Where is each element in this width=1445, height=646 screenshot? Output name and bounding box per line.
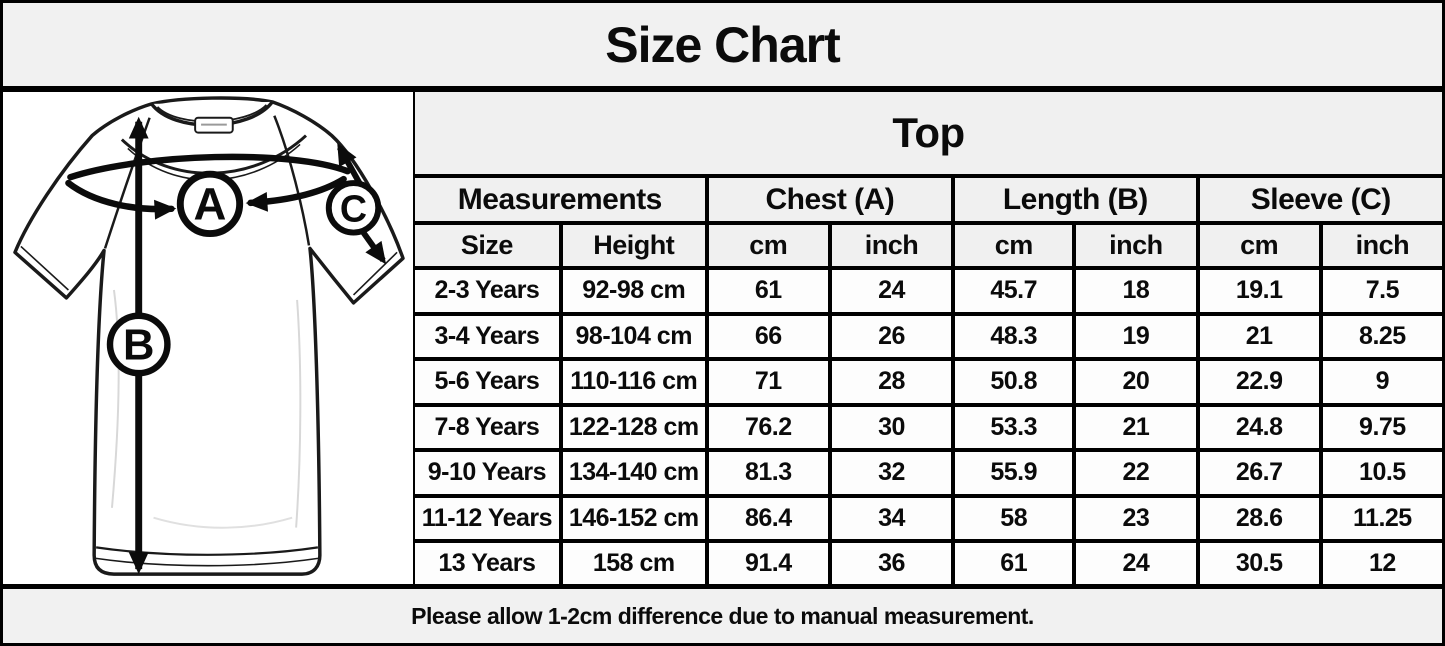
length-inch-cell: 23	[1072, 493, 1200, 544]
table-title-row: Top	[415, 92, 1442, 178]
length-inch-cell: 20	[1072, 357, 1200, 407]
height-cell: 122-128 cm	[558, 402, 709, 453]
length-inch-cell: 19	[1072, 311, 1200, 362]
chest-cm-cell: 76.2	[704, 402, 832, 453]
height-cell: 134-140 cm	[558, 448, 709, 498]
length-cm-cell: 53.3	[951, 402, 1077, 453]
sleeve-inch-cell: 8.25	[1318, 311, 1442, 362]
height-cell: 110-116 cm	[558, 357, 709, 407]
chest-inch-cell: 28	[827, 357, 956, 407]
length-inch-cell: 24	[1072, 539, 1200, 584]
size-cell: 13 Years	[415, 539, 563, 584]
sleeve-arrow-icon	[337, 143, 387, 265]
sleeve-cm-cell: 26.7	[1195, 448, 1323, 498]
chest-inch-cell: 24	[827, 266, 956, 316]
sub-header-row: Size Height cm inch cm inch cm inch	[415, 221, 1442, 270]
size-cell: 3-4 Years	[415, 311, 563, 362]
col-header-chest-cm: cm	[704, 221, 832, 270]
badge-c-circle	[325, 180, 382, 236]
table-row: 13 Years 158 cm 91.4 36 61 24 30.5 12	[415, 539, 1442, 584]
table-row: 3-4 Years 98-104 cm 66 26 48.3 19 21 8.25	[415, 311, 1442, 362]
height-cell: 158 cm	[558, 539, 709, 584]
table-row: 7-8 Years 122-128 cm 76.2 30 53.3 21 24.8 9.75	[415, 402, 1442, 453]
length-cm-cell: 61	[951, 539, 1077, 584]
length-inch-cell: 18	[1072, 266, 1200, 316]
size-table: Top Measurements Chest (A) Length (B) Sl…	[415, 92, 1442, 584]
col-header-length-cm: cm	[951, 221, 1077, 270]
col-header-sleeve-inch: inch	[1318, 221, 1442, 270]
sleeve-inch-cell: 10.5	[1318, 448, 1442, 498]
length-inch-cell: 22	[1072, 448, 1200, 498]
chest-cm-cell: 86.4	[704, 493, 832, 544]
size-table-body: Top Measurements Chest (A) Length (B) Sl…	[415, 92, 1442, 584]
sleeve-cm-cell: 28.6	[1195, 493, 1323, 544]
title-bar: Size Chart	[3, 3, 1442, 92]
sleeve-inch-cell: 7.5	[1318, 266, 1442, 316]
badge-a-label: A	[194, 179, 227, 230]
table-row: 9-10 Years 134-140 cm 81.3 32 55.9 22 26.7 10.5	[415, 448, 1442, 498]
size-table-wrap: Top Measurements Chest (A) Length (B) Sl…	[415, 92, 1442, 584]
table-row: 2-3 Years 92-98 cm 61 24 45.7 18 19.1 7.5	[415, 266, 1442, 316]
badge-b-circle	[106, 312, 171, 377]
badge-c-label: C	[340, 188, 367, 230]
group-header-row: Measurements Chest (A) Length (B) Sleeve…	[415, 174, 1442, 225]
length-cm-cell: 55.9	[951, 448, 1077, 498]
sleeve-cm-cell: 22.9	[1195, 357, 1323, 407]
col-header-chest-inch: inch	[827, 221, 956, 270]
sleeve-cm-cell: 30.5	[1195, 539, 1323, 584]
height-cell: 98-104 cm	[558, 311, 709, 362]
col-group-measurements: Measurements	[415, 174, 709, 225]
col-header-sleeve-cm: cm	[1195, 221, 1323, 270]
height-cell: 92-98 cm	[558, 266, 709, 316]
col-header-length-inch: inch	[1072, 221, 1200, 270]
diagram-panel: A B C	[3, 92, 415, 584]
size-cell: 11-12 Years	[415, 493, 563, 544]
length-cm-cell: 48.3	[951, 311, 1077, 362]
col-header-size: Size	[415, 221, 563, 270]
sleeve-cm-cell: 21	[1195, 311, 1323, 362]
chest-inch-cell: 32	[827, 448, 956, 498]
size-cell: 5-6 Years	[415, 357, 563, 407]
length-inch-cell: 21	[1072, 402, 1200, 453]
chest-inch-cell: 26	[827, 311, 956, 362]
tshirt-diagram-icon: A B C	[13, 96, 405, 576]
sleeve-inch-cell: 9.75	[1318, 402, 1442, 453]
chest-cm-cell: 61	[704, 266, 832, 316]
sleeve-inch-cell: 11.25	[1318, 493, 1442, 544]
page-title: Size Chart	[605, 16, 841, 73]
badge-a-circle	[176, 170, 244, 238]
chest-cm-cell: 91.4	[704, 539, 832, 584]
size-cell: 7-8 Years	[415, 402, 563, 453]
chest-inch-cell: 30	[827, 402, 956, 453]
sleeve-inch-cell: 12	[1318, 539, 1442, 584]
sleeve-inch-cell: 9	[1318, 357, 1442, 407]
size-cell: 9-10 Years	[415, 448, 563, 498]
chest-arrow-icon	[65, 153, 351, 220]
chest-cm-cell: 71	[704, 357, 832, 407]
chest-cm-cell: 81.3	[704, 448, 832, 498]
height-cell: 146-152 cm	[558, 493, 709, 544]
sleeve-cm-cell: 19.1	[1195, 266, 1323, 316]
sleeve-cm-cell: 24.8	[1195, 402, 1323, 453]
col-group-sleeve: Sleeve (C)	[1195, 174, 1442, 225]
table-row: 5-6 Years 110-116 cm 71 28 50.8 20 22.9 9	[415, 357, 1442, 407]
badge-b-label: B	[123, 321, 154, 369]
measurement-disclaimer: Please allow 1-2cm difference due to man…	[411, 602, 1034, 629]
col-header-height: Height	[558, 221, 709, 270]
length-cm-cell: 45.7	[951, 266, 1077, 316]
size-cell: 2-3 Years	[415, 266, 563, 316]
chest-inch-cell: 34	[827, 493, 956, 544]
main-area: A B C Top	[3, 92, 1442, 589]
chest-cm-cell: 66	[704, 311, 832, 362]
length-cm-cell: 58	[951, 493, 1077, 544]
length-cm-cell: 50.8	[951, 357, 1077, 407]
chest-inch-cell: 36	[827, 539, 956, 584]
col-group-chest: Chest (A)	[704, 174, 956, 225]
footer-bar: Please allow 1-2cm difference due to man…	[3, 589, 1442, 643]
table-row: 11-12 Years 146-152 cm 86.4 34 58 23 28.6 11.25	[415, 493, 1442, 544]
table-title: Top	[415, 92, 1442, 178]
col-group-length: Length (B)	[951, 174, 1200, 225]
